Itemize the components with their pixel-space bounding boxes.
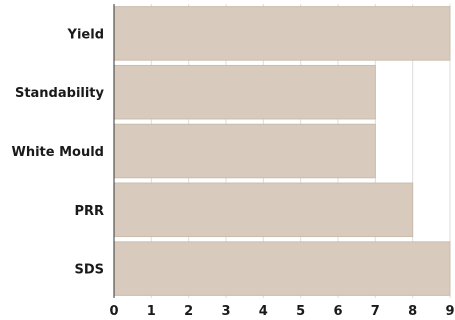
category-labels: Yield Standability White Mould PRR SDS [12,27,105,277]
x-tick-label-7: 7 [371,304,380,319]
bars [113,6,451,296]
category-label-yield: Yield [67,27,104,42]
x-tick-label-2: 2 [184,304,193,319]
x-tick-label-4: 4 [259,304,268,319]
x-tick-label-5: 5 [296,304,305,319]
category-label-prr: PRR [74,204,104,219]
x-tick-label-6: 6 [333,304,342,319]
x-tick-labels: 0 1 2 3 4 5 6 7 8 9 [109,304,454,319]
x-tick-label-9: 9 [445,304,454,319]
bar-prr [113,182,414,238]
category-label-white-mould: White Mould [12,145,105,160]
x-tick-label-1: 1 [147,304,156,319]
x-tick-label-3: 3 [221,304,230,319]
bar-sds [113,241,451,296]
category-label-standability: Standability [15,86,105,101]
bar-yield [113,6,451,61]
x-tick-label-0: 0 [109,304,118,319]
category-label-sds: SDS [74,263,104,278]
bar-standability [113,64,376,120]
x-tick-label-8: 8 [408,304,417,319]
bar-white-mould [113,123,376,179]
